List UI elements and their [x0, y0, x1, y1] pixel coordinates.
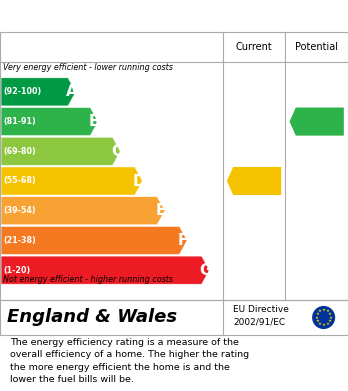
Polygon shape: [1, 78, 76, 106]
Text: ★: ★: [328, 319, 332, 323]
Polygon shape: [227, 167, 281, 195]
Polygon shape: [1, 256, 209, 284]
Polygon shape: [1, 167, 143, 195]
Text: (1-20): (1-20): [3, 265, 31, 274]
Text: Energy Efficiency Rating: Energy Efficiency Rating: [10, 7, 239, 25]
Text: Potential: Potential: [295, 42, 338, 52]
Text: ★: ★: [322, 323, 326, 326]
Text: ★: ★: [325, 309, 329, 313]
Text: (81-91): (81-91): [3, 117, 36, 126]
Polygon shape: [1, 226, 187, 255]
Text: E: E: [156, 203, 166, 218]
Text: England & Wales: England & Wales: [7, 308, 177, 326]
Text: B: B: [88, 114, 100, 129]
Text: Not energy efficient - higher running costs: Not energy efficient - higher running co…: [3, 274, 174, 283]
Text: ★: ★: [322, 308, 326, 312]
Text: ★: ★: [318, 322, 322, 326]
Text: (39-54): (39-54): [3, 206, 36, 215]
Text: ★: ★: [316, 312, 319, 316]
Text: Current: Current: [236, 42, 272, 52]
Polygon shape: [1, 108, 98, 136]
Text: Very energy efficient - lower running costs: Very energy efficient - lower running co…: [3, 63, 173, 72]
Text: ★: ★: [325, 322, 329, 326]
Text: ★: ★: [318, 309, 322, 313]
Text: EU Directive
2002/91/EC: EU Directive 2002/91/EC: [233, 305, 289, 326]
Text: (69-80): (69-80): [3, 147, 36, 156]
Text: (92-100): (92-100): [3, 87, 42, 96]
Ellipse shape: [312, 306, 335, 329]
Text: ★: ★: [329, 316, 333, 319]
Text: 87: 87: [310, 115, 327, 128]
Polygon shape: [290, 108, 344, 136]
Text: (55-68): (55-68): [3, 176, 36, 185]
Polygon shape: [1, 197, 165, 225]
Text: (21-38): (21-38): [3, 236, 36, 245]
Text: The energy efficiency rating is a measure of the
overall efficiency of a home. T: The energy efficiency rating is a measur…: [10, 338, 250, 384]
Text: G: G: [199, 263, 212, 278]
Text: F: F: [178, 233, 189, 248]
Polygon shape: [1, 137, 120, 165]
Text: ★: ★: [328, 312, 332, 316]
Text: A: A: [66, 84, 78, 99]
Text: C: C: [111, 144, 122, 159]
Text: ★: ★: [315, 316, 318, 319]
Text: D: D: [132, 174, 145, 188]
Text: 62: 62: [247, 174, 264, 188]
Text: ★: ★: [316, 319, 319, 323]
